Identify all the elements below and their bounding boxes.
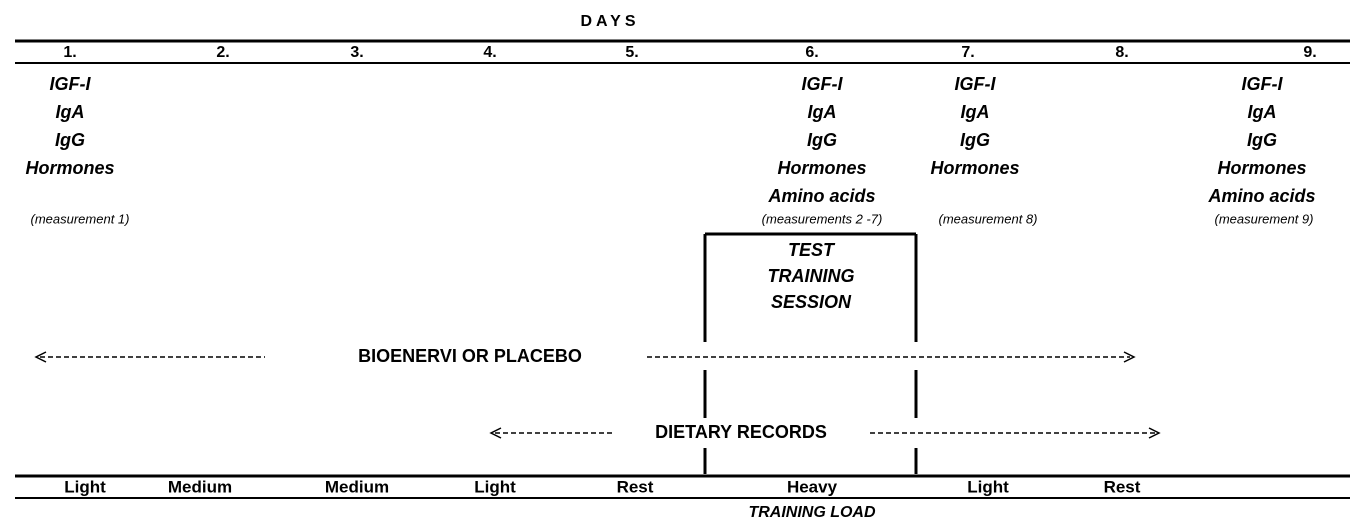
measurement-note: (measurement 1) [31, 211, 130, 226]
training-load-level: Medium [168, 477, 232, 496]
supplement-label: BIOENERVI OR PLACEBO [358, 346, 582, 366]
training-load-level: Heavy [787, 477, 838, 496]
day-label: 6. [805, 44, 818, 61]
measurement-note: (measurement 9) [1215, 211, 1314, 226]
measurement-item: IGF-I [955, 74, 997, 94]
training-load-level: Light [64, 477, 106, 496]
measurement-item: IgG [960, 130, 990, 150]
measurement-item: IGF-I [1242, 74, 1284, 94]
measurement-item: IGF-I [50, 74, 92, 94]
day-label: 5. [625, 44, 638, 61]
measurement-item: IgG [807, 130, 837, 150]
measurement-item: IgA [56, 102, 85, 122]
day-label: 7. [961, 44, 974, 61]
measurement-item: IgA [808, 102, 837, 122]
measurement-item: IgG [55, 130, 85, 150]
test-session-text: SESSION [771, 292, 852, 312]
test-session-text: TEST [788, 240, 836, 260]
measurement-item: IgA [961, 102, 990, 122]
training-load-level: Light [967, 477, 1009, 496]
measurement-item: Hormones [1217, 158, 1306, 178]
test-session-text: TRAINING [768, 266, 855, 286]
measurement-item: IgA [1248, 102, 1277, 122]
measurement-note: (measurements 2 -7) [762, 211, 883, 226]
training-load-level: Rest [1104, 477, 1141, 496]
day-label: 9. [1303, 44, 1316, 61]
training-load-title: TRAINING LOAD [748, 504, 876, 521]
measurement-item: Hormones [25, 158, 114, 178]
measurement-note: (measurement 8) [939, 211, 1038, 226]
day-label: 4. [483, 44, 496, 61]
day-label: 2. [216, 44, 229, 61]
measurement-item: Amino acids [1207, 186, 1315, 206]
arrows [34, 351, 1161, 439]
measurement-item: Hormones [777, 158, 866, 178]
day-label: 8. [1115, 44, 1128, 61]
day-label: 3. [350, 44, 363, 61]
day-label: 1. [63, 44, 76, 61]
training-load-level: Light [474, 477, 516, 496]
measurement-item: IGF-I [802, 74, 844, 94]
header: DAYS [581, 13, 640, 30]
measurement-item: Amino acids [767, 186, 875, 206]
test-box [703, 232, 918, 474]
measurement-item: Hormones [930, 158, 1019, 178]
measurement-item: IgG [1247, 130, 1277, 150]
dietary-label: DIETARY RECORDS [655, 422, 827, 442]
training-load-level: Rest [617, 477, 654, 496]
training-load-level: Medium [325, 477, 389, 496]
